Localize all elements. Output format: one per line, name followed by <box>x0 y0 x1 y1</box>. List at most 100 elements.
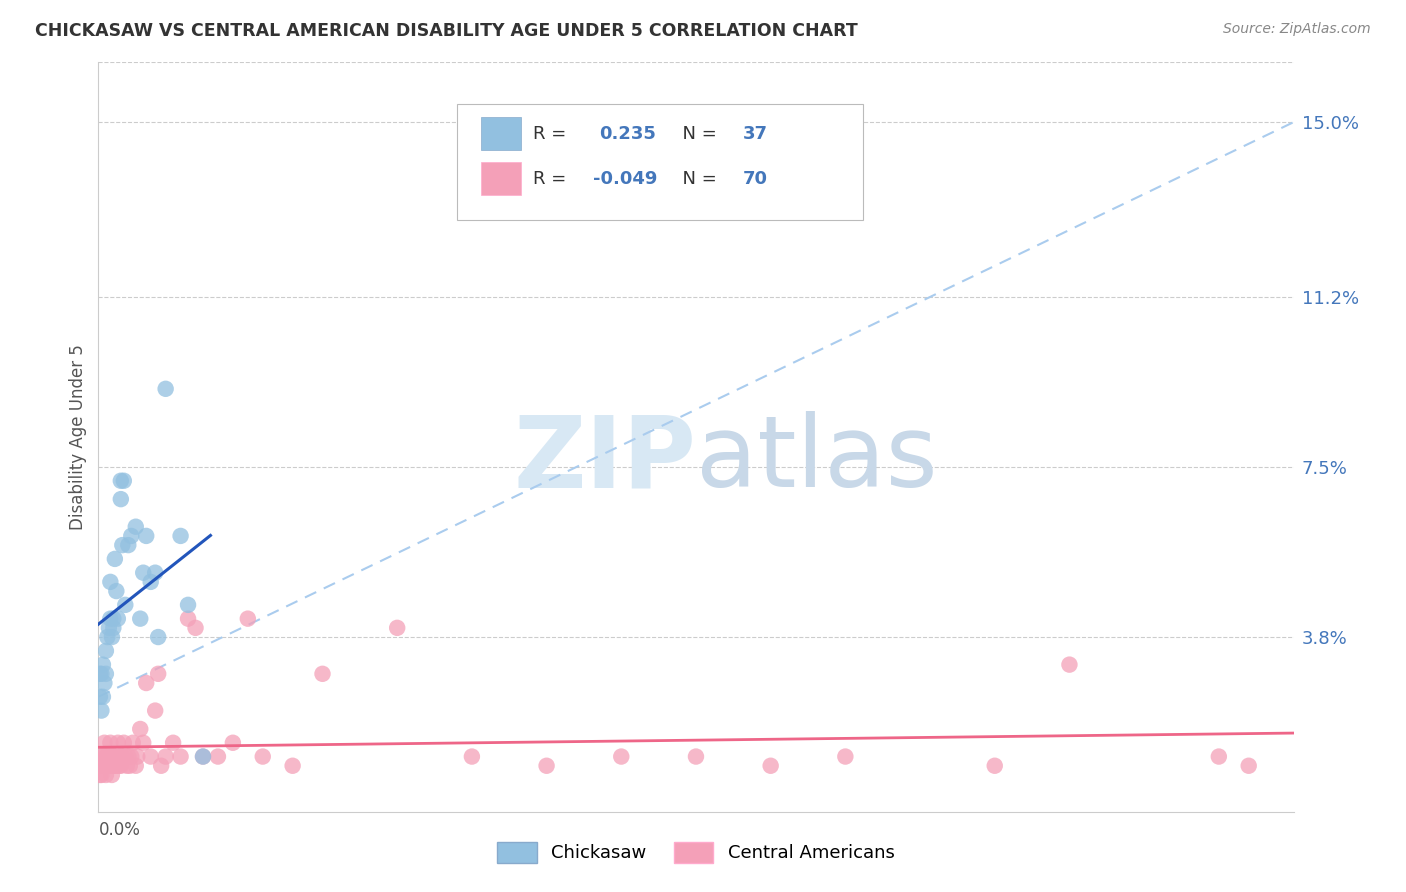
Central Americans <box>110 758 132 772</box>
Chickasaw <box>129 612 152 626</box>
Chickasaw <box>132 566 155 580</box>
Text: 0.0%: 0.0% <box>98 821 141 838</box>
Text: -0.049: -0.049 <box>593 169 658 187</box>
Chickasaw <box>110 474 132 488</box>
Central Americans <box>177 612 200 626</box>
Chickasaw <box>104 552 127 566</box>
Central Americans <box>461 749 484 764</box>
Chickasaw <box>169 529 191 543</box>
Central Americans <box>101 768 124 782</box>
Central Americans <box>108 758 131 772</box>
Central Americans <box>155 749 177 764</box>
Central Americans <box>93 736 115 750</box>
Text: N =: N = <box>671 169 723 187</box>
Chickasaw <box>107 612 129 626</box>
Central Americans <box>103 749 125 764</box>
Chickasaw <box>101 630 124 644</box>
Chickasaw <box>89 690 111 704</box>
Central Americans <box>252 749 274 764</box>
Text: Source: ZipAtlas.com: Source: ZipAtlas.com <box>1223 22 1371 37</box>
Central Americans <box>191 749 214 764</box>
Central Americans <box>96 749 118 764</box>
Central Americans <box>834 749 856 764</box>
Central Americans <box>150 758 173 772</box>
Central Americans <box>984 758 1007 772</box>
Text: N =: N = <box>671 125 723 143</box>
Central Americans <box>1237 758 1260 772</box>
Text: 0.235: 0.235 <box>599 125 657 143</box>
Chickasaw <box>89 666 111 681</box>
Central Americans <box>103 758 125 772</box>
Central Americans <box>104 758 127 772</box>
Central Americans <box>385 621 409 635</box>
Chickasaw <box>112 474 135 488</box>
Central Americans <box>115 758 138 772</box>
Chickasaw <box>105 584 128 599</box>
Central Americans <box>236 612 259 626</box>
Text: 70: 70 <box>742 169 768 187</box>
Text: atlas: atlas <box>696 411 938 508</box>
Central Americans <box>536 758 558 772</box>
Central Americans <box>91 758 114 772</box>
Chickasaw <box>191 749 214 764</box>
Central Americans <box>96 758 118 772</box>
Central Americans <box>94 758 117 772</box>
Central Americans <box>129 722 152 736</box>
Central Americans <box>143 704 166 718</box>
Central Americans <box>1208 749 1230 764</box>
Central Americans <box>91 749 114 764</box>
Chickasaw <box>177 598 200 612</box>
Central Americans <box>107 736 129 750</box>
Text: 37: 37 <box>742 125 768 143</box>
Central Americans <box>110 749 132 764</box>
Legend: Chickasaw, Central Americans: Chickasaw, Central Americans <box>489 835 903 870</box>
Central Americans <box>97 758 120 772</box>
Central Americans <box>89 758 111 772</box>
Central Americans <box>162 736 184 750</box>
Chickasaw <box>125 519 148 533</box>
Central Americans <box>118 758 141 772</box>
Chickasaw <box>148 630 170 644</box>
Chickasaw <box>93 676 115 690</box>
Central Americans <box>1059 657 1081 672</box>
Central Americans <box>105 758 128 772</box>
Central Americans <box>135 676 157 690</box>
Central Americans <box>281 758 304 772</box>
Chickasaw <box>135 529 157 543</box>
Central Americans <box>90 758 112 772</box>
Chickasaw <box>111 538 134 552</box>
Text: R =: R = <box>533 125 578 143</box>
Central Americans <box>311 666 333 681</box>
Chickasaw <box>90 704 112 718</box>
Central Americans <box>610 749 633 764</box>
Text: R =: R = <box>533 169 572 187</box>
Central Americans <box>101 749 124 764</box>
Central Americans <box>759 758 782 772</box>
Central Americans <box>127 749 149 764</box>
Central Americans <box>89 768 111 782</box>
Central Americans <box>93 758 115 772</box>
Central Americans <box>94 749 117 764</box>
Central Americans <box>98 736 122 750</box>
Y-axis label: Disability Age Under 5: Disability Age Under 5 <box>69 344 87 530</box>
Central Americans <box>139 749 162 764</box>
Central Americans <box>90 749 112 764</box>
Chickasaw <box>96 630 118 644</box>
Chickasaw <box>103 612 125 626</box>
Central Americans <box>117 749 139 764</box>
Chickasaw <box>114 598 136 612</box>
Central Americans <box>148 666 170 681</box>
Central Americans <box>94 768 117 782</box>
Central Americans <box>112 736 135 750</box>
Central Americans <box>685 749 707 764</box>
FancyBboxPatch shape <box>457 103 863 219</box>
Central Americans <box>97 749 120 764</box>
Chickasaw <box>98 574 122 589</box>
Central Americans <box>121 736 143 750</box>
Central Americans <box>90 768 112 782</box>
Text: ZIP: ZIP <box>513 411 696 508</box>
Central Americans <box>132 736 155 750</box>
Central Americans <box>169 749 191 764</box>
Chickasaw <box>143 566 166 580</box>
Central Americans <box>105 749 128 764</box>
